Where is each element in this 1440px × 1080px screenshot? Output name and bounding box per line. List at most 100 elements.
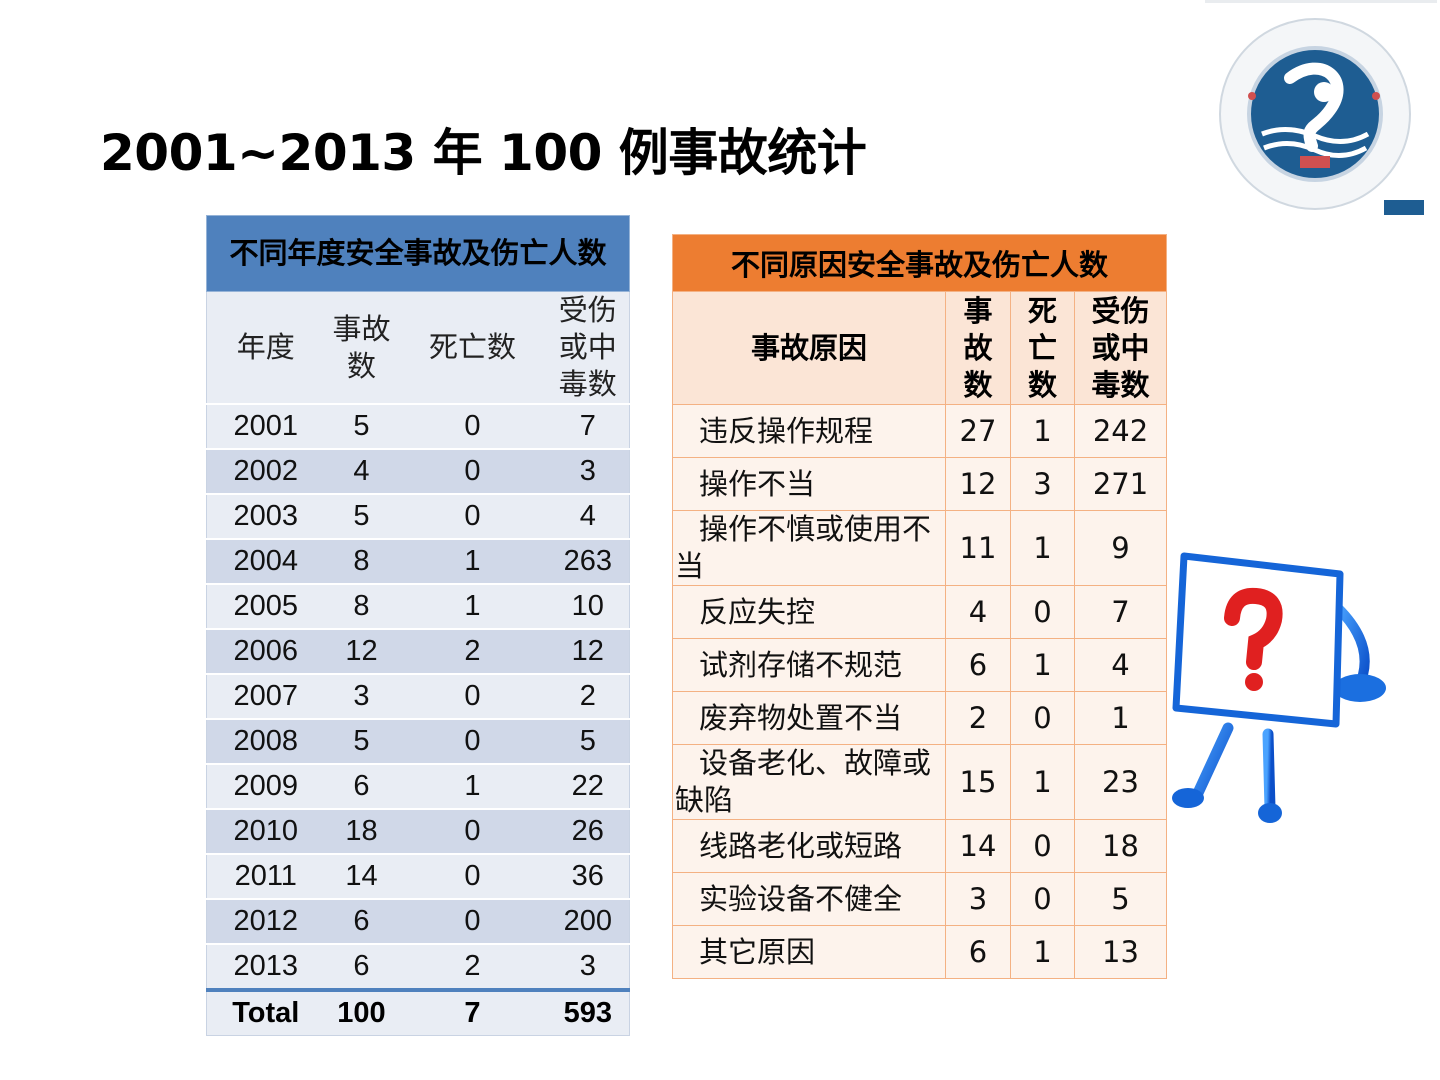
cell-injured: 10 (546, 584, 630, 630)
cell-accidents: 5 (324, 404, 399, 450)
cell-injured: 263 (546, 539, 630, 585)
table-row: 设备老化、故障或缺陷 15 1 23 (672, 744, 1168, 820)
cell-injured: 3 (546, 449, 630, 495)
top-divider (1205, 0, 1437, 3)
table-row: 2008 5 0 5 (206, 719, 630, 765)
cell-year: 2003 (206, 494, 325, 540)
table-row: 2001 5 0 7 (206, 404, 630, 450)
cell-deaths: 0 (398, 674, 547, 720)
cell-year: 2008 (206, 719, 325, 765)
cell-reason: 线路老化或短路 (672, 819, 946, 873)
cell-injured: 9 (1073, 510, 1168, 586)
cell-accidents: 8 (324, 539, 399, 585)
cell-deaths: 0 (1010, 872, 1075, 926)
cell-reason: 反应失控 (672, 585, 946, 639)
cell-injured: 271 (1073, 457, 1168, 511)
logo-accent-bar (1384, 200, 1424, 215)
cell-injured: 5 (546, 719, 630, 765)
cell-year: 2012 (206, 899, 325, 945)
cell-reason: 试剂存储不规范 (672, 638, 946, 692)
cell-deaths: 3 (1010, 457, 1075, 511)
cell-reason: 操作不当 (672, 457, 946, 511)
header-deaths: 死亡数 (398, 291, 547, 405)
cell-deaths: 0 (398, 449, 547, 495)
header-injured: 受伤或中毒数 (1073, 291, 1168, 405)
cell-reason: 实验设备不健全 (672, 872, 946, 926)
header-reason: 事故原因 (672, 291, 946, 405)
header-accidents: 事故数 (324, 291, 399, 405)
total-label: Total (206, 988, 325, 1036)
cell-deaths: 0 (398, 719, 547, 765)
cell-accidents: 12 (945, 457, 1011, 511)
cell-deaths: 0 (398, 494, 547, 540)
cell-deaths: 1 (398, 764, 547, 810)
cell-reason: 违反操作规程 (672, 404, 946, 458)
cell-deaths: 1 (1010, 925, 1075, 979)
cell-year: 2004 (206, 539, 325, 585)
university-logo-icon (1219, 18, 1411, 210)
cell-injured: 2 (546, 674, 630, 720)
table-row: 2012 6 0 200 (206, 899, 630, 945)
cell-injured: 4 (1073, 638, 1168, 692)
cell-deaths: 0 (398, 809, 547, 855)
table-row: 2010 18 0 26 (206, 809, 630, 855)
cell-year: 2002 (206, 449, 325, 495)
cell-injured: 12 (546, 629, 630, 675)
table-row: 2002 4 0 3 (206, 449, 630, 495)
table-row: 废弃物处置不当 2 0 1 (672, 691, 1168, 745)
cell-deaths: 1 (1010, 744, 1075, 820)
slide-title: 2001~2013 年 100 例事故统计 (100, 124, 867, 182)
cell-reason: 其它原因 (672, 925, 946, 979)
cell-accidents: 3 (324, 674, 399, 720)
table-row: 实验设备不健全 3 0 5 (672, 872, 1168, 926)
cell-accidents: 6 (324, 944, 399, 991)
cell-year: 2009 (206, 764, 325, 810)
cell-deaths: 1 (398, 539, 547, 585)
cell-accidents: 18 (324, 809, 399, 855)
cell-injured: 242 (1073, 404, 1168, 458)
cell-year: 2011 (206, 854, 325, 900)
year-table-header: 年度 事故数 死亡数 受伤或中毒数 (206, 291, 630, 405)
cell-deaths: 1 (398, 584, 547, 630)
cell-accidents: 6 (945, 638, 1011, 692)
cell-reason: 废弃物处置不当 (672, 691, 946, 745)
cell-deaths: 1 (1010, 510, 1075, 586)
header-year: 年度 (206, 291, 325, 405)
table-row: 2006 12 2 12 (206, 629, 630, 675)
cell-deaths: 0 (398, 404, 547, 450)
cell-year: 2010 (206, 809, 325, 855)
cell-injured: 18 (1073, 819, 1168, 873)
cell-accidents: 6 (324, 764, 399, 810)
total-injured: 593 (546, 988, 630, 1036)
cell-accidents: 14 (945, 819, 1011, 873)
table-row: 操作不当 12 3 271 (672, 457, 1168, 511)
header-accidents: 事故数 (945, 291, 1011, 405)
cell-injured: 13 (1073, 925, 1168, 979)
cell-injured: 23 (1073, 744, 1168, 820)
cell-year: 2005 (206, 584, 325, 630)
cell-accidents: 2 (945, 691, 1011, 745)
table-row: 线路老化或短路 14 0 18 (672, 819, 1168, 873)
cell-injured: 36 (546, 854, 630, 900)
cell-reason: 设备老化、故障或缺陷 (672, 744, 946, 820)
header-injured: 受伤或中毒数 (546, 291, 630, 405)
table-row: 违反操作规程 27 1 242 (672, 404, 1168, 458)
year-statistics-table: 不同年度安全事故及伤亡人数 年度 事故数 死亡数 受伤或中毒数 2001 5 0 7 2… (205, 215, 631, 1036)
year-table-caption: 不同年度安全事故及伤亡人数 (205, 215, 631, 292)
cell-accidents: 4 (945, 585, 1011, 639)
cell-accidents: 6 (324, 899, 399, 945)
cell-deaths: 1 (1010, 404, 1075, 458)
cell-injured: 5 (1073, 872, 1168, 926)
table-row: 2004 8 1 263 (206, 539, 630, 585)
cell-accidents: 12 (324, 629, 399, 675)
cell-injured: 22 (546, 764, 630, 810)
cell-accidents: 8 (324, 584, 399, 630)
cell-accidents: 14 (324, 854, 399, 900)
cell-deaths: 0 (1010, 819, 1075, 873)
cell-accidents: 15 (945, 744, 1011, 820)
question-mark-figure-icon (1172, 552, 1386, 823)
cell-reason: 操作不慎或使用不当 (672, 510, 946, 586)
cause-table-header: 事故原因 事故数 死亡数 受伤或中毒数 (672, 291, 1168, 405)
cell-year: 2007 (206, 674, 325, 720)
cause-table-caption: 不同原因安全事故及伤亡人数 (672, 234, 1167, 292)
